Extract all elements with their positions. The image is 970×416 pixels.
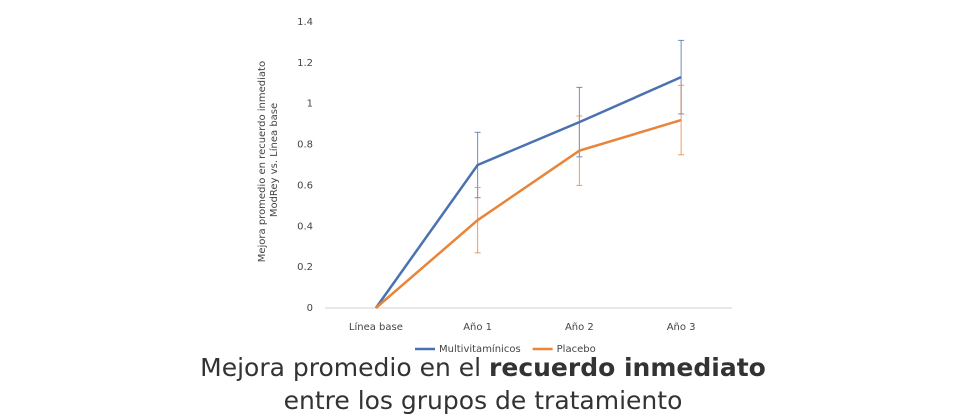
x-tick-label: Año 2 <box>565 322 594 333</box>
caption: entre los grupos de tratamiento <box>284 386 683 415</box>
y-axis-label-line: Mejora promedio en recuerdo inmediato <box>257 61 268 262</box>
legend-label: Multivitamínicos <box>439 343 521 355</box>
y-axis-label-line: ModRey vs. Línea base <box>268 103 280 217</box>
x-tick-label: Año 1 <box>463 322 492 333</box>
y-axis-label: Mejora promedio en recuerdo inmediato Mo… <box>257 58 280 263</box>
x-tick-label: Año 3 <box>667 322 696 333</box>
y-tick-label: 1 <box>307 99 313 110</box>
series-line <box>375 118 682 309</box>
y-tick-label: 0 <box>307 303 313 314</box>
caption-bold: recuerdo inmediato <box>489 353 766 382</box>
y-tick-label: 0.4 <box>297 221 313 232</box>
y-tick-label: 1.4 <box>297 17 313 28</box>
y-tick-label: 1.2 <box>297 58 313 69</box>
series-line <box>374 76 682 309</box>
caption-text: Mejora promedio en el <box>200 353 481 382</box>
x-tick-label: Línea base <box>349 321 403 333</box>
y-tick-label: 0.8 <box>297 140 313 151</box>
y-tick-label: 0.2 <box>297 262 313 273</box>
caption: Mejora promedio en el recuerdo inmediato <box>200 353 766 382</box>
legend-label: Placebo <box>557 344 596 355</box>
y-tick-label: 0.6 <box>297 180 313 191</box>
